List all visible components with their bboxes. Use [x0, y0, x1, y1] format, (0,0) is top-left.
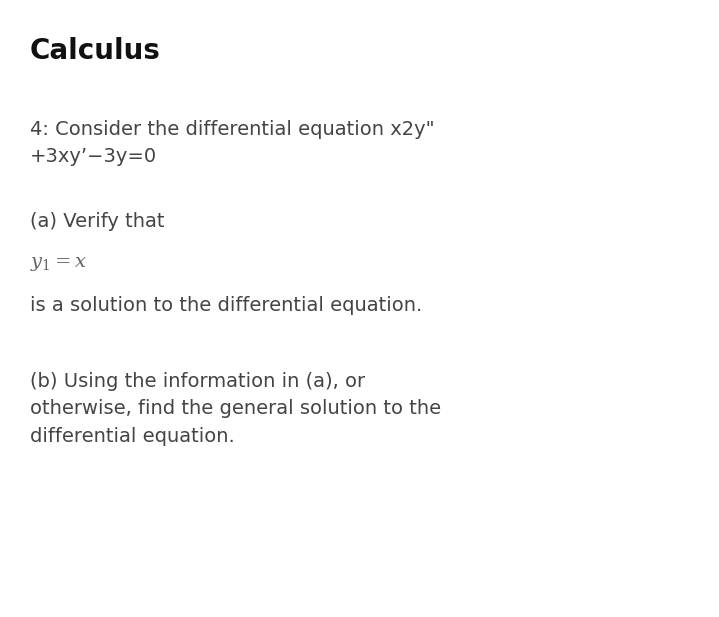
Text: $y_1 = x$: $y_1 = x$ — [30, 254, 88, 273]
Text: 4: Consider the differential equation x2y"
+3xy’−3y=0: 4: Consider the differential equation x2… — [30, 120, 434, 166]
Text: Calculus: Calculus — [30, 37, 161, 65]
Text: is a solution to the differential equation.: is a solution to the differential equati… — [30, 296, 422, 315]
Text: (b) Using the information in (a), or
otherwise, find the general solution to the: (b) Using the information in (a), or oth… — [30, 372, 441, 445]
Text: (a) Verify that: (a) Verify that — [30, 212, 165, 231]
